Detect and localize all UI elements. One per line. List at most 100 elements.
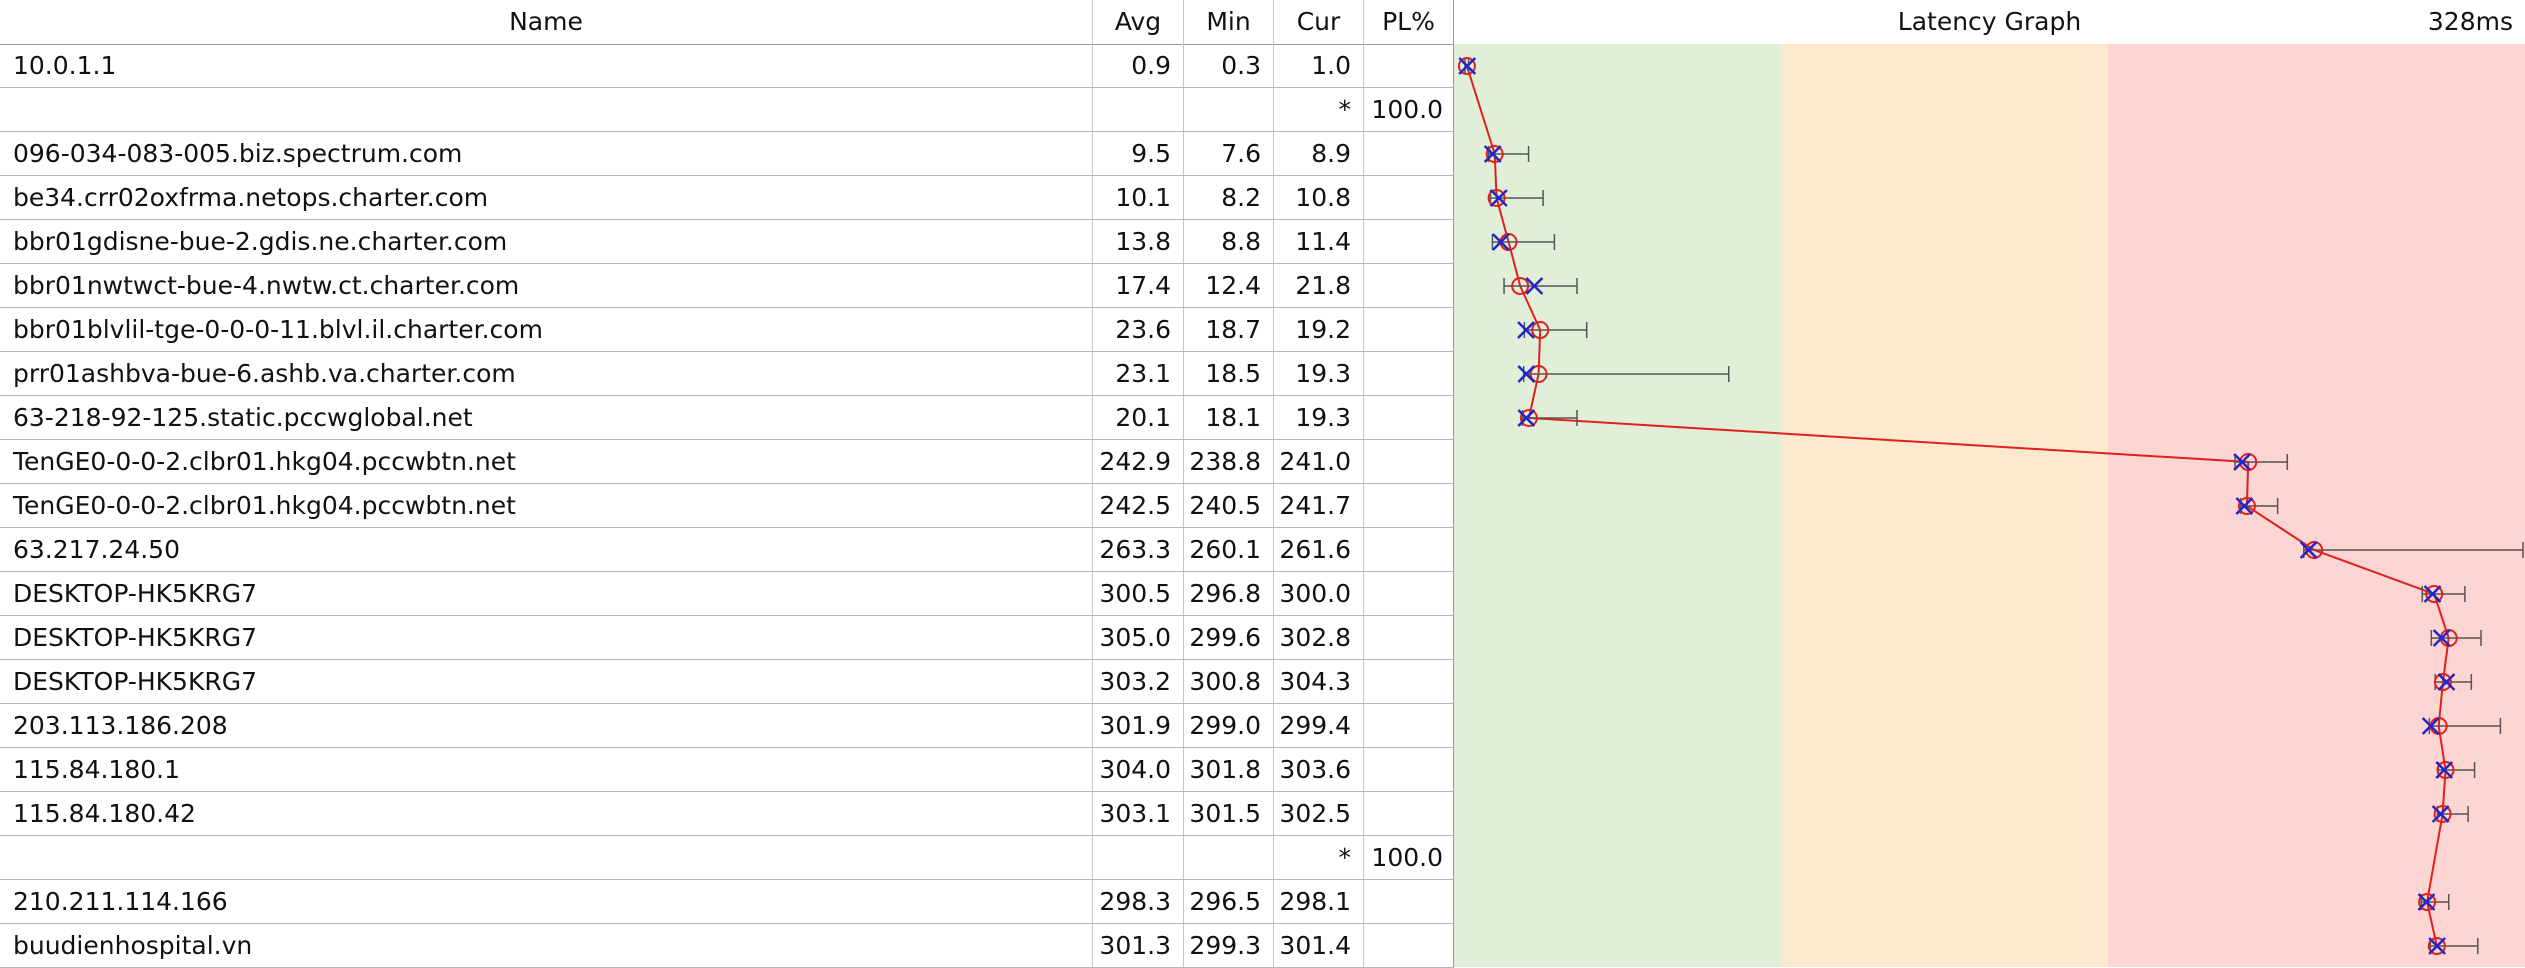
avg-latency-point xyxy=(2433,673,2452,691)
hop-cur: 241.7 xyxy=(1274,484,1364,527)
hop-min: 8.2 xyxy=(1184,176,1274,219)
table-row[interactable]: bbr01nwtwct-bue-4.nwtw.ct.charter.com 17.… xyxy=(0,264,1454,308)
avg-latency-point xyxy=(2418,893,2437,911)
hop-min: 18.7 xyxy=(1184,308,1274,351)
table-row[interactable]: 10.0.1.1 0.9 0.3 1.0 xyxy=(0,44,1454,88)
column-header-cur[interactable]: Cur xyxy=(1274,0,1364,44)
avg-latency-point xyxy=(2425,585,2444,603)
current-latency-point xyxy=(1525,277,1544,295)
hop-min: 301.5 xyxy=(1184,792,1274,835)
table-row[interactable]: 115.84.180.1 304.0 301.8 303.6 xyxy=(0,748,1454,792)
hop-cur: 302.5 xyxy=(1274,792,1364,835)
graph-zone-warn xyxy=(1781,44,2108,967)
current-latency-point xyxy=(1491,233,1510,251)
table-row[interactable]: 210.211.114.166 298.3 296.5 298.1 xyxy=(0,880,1454,924)
hop-cur: 11.4 xyxy=(1274,220,1364,263)
latency-graph xyxy=(1454,44,2525,967)
hop-avg: 13.8 xyxy=(1093,220,1184,263)
hop-avg: 263.3 xyxy=(1093,528,1184,571)
hop-cur: 241.0 xyxy=(1274,440,1364,483)
current-latency-point xyxy=(2428,937,2447,955)
table-row[interactable]: bbr01gdisne-bue-2.gdis.ne.charter.com 13.… xyxy=(0,220,1454,264)
hop-min: 299.3 xyxy=(1184,924,1274,967)
hop-cur: 1.0 xyxy=(1274,44,1364,87)
hop-min xyxy=(1184,88,1274,131)
current-latency-point xyxy=(1517,409,1536,427)
column-header-avg[interactable]: Avg xyxy=(1093,0,1184,44)
table-row[interactable]: prr01ashbva-bue-6.ashb.va.charter.com 23.… xyxy=(0,352,1454,396)
avg-latency-point xyxy=(1511,277,1530,295)
table-row[interactable]: 115.84.180.42 303.1 301.5 302.5 xyxy=(0,792,1454,836)
hop-min: 299.6 xyxy=(1184,616,1274,659)
hop-name: bbr01gdisne-bue-2.gdis.ne.charter.com xyxy=(0,220,1093,263)
hop-name: 63-218-92-125.static.pccwglobal.net xyxy=(0,396,1093,439)
current-latency-point xyxy=(1489,189,1508,207)
hop-loss xyxy=(1364,660,1454,703)
table-row[interactable]: 203.113.186.208 301.9 299.0 299.4 xyxy=(0,704,1454,748)
hop-cur: 303.6 xyxy=(1274,748,1364,791)
avg-latency-point xyxy=(2239,453,2258,471)
column-header-pl[interactable]: PL% xyxy=(1364,0,1454,44)
hop-cur: 21.8 xyxy=(1274,264,1364,307)
table-row[interactable]: 63-218-92-125.static.pccwglobal.net 20.1 1… xyxy=(0,396,1454,440)
column-header-min[interactable]: Min xyxy=(1184,0,1274,44)
graph-zone-bad xyxy=(2108,44,2525,967)
hop-min: 301.8 xyxy=(1184,748,1274,791)
avg-latency-point xyxy=(1485,145,1504,163)
graph-zone-good xyxy=(1454,44,1781,967)
column-header-name[interactable]: Name xyxy=(0,0,1093,44)
hop-cur: 10.8 xyxy=(1274,176,1364,219)
current-latency-point xyxy=(2233,453,2251,471)
current-latency-point xyxy=(2235,497,2254,515)
hop-avg: 305.0 xyxy=(1093,616,1184,659)
table-row[interactable]: 096-034-083-005.biz.spectrum.com 9.5 7.6 8.… xyxy=(0,132,1454,176)
hop-avg: 298.3 xyxy=(1093,880,1184,923)
table-row[interactable]: TenGE0-0-0-2.clbr01.hkg04.pccwbtn.net 242… xyxy=(0,440,1454,484)
hop-name: DESKTOP-HK5KRG7 xyxy=(0,616,1093,659)
current-latency-point xyxy=(2435,761,2454,779)
hop-name: be34.crr02oxfrma.netops.charter.com xyxy=(0,176,1093,219)
table-row[interactable]: * 100.0 xyxy=(0,836,1454,880)
hop-avg: 0.9 xyxy=(1093,44,1184,87)
table-row[interactable]: DESKTOP-HK5KRG7 303.2 300.8 304.3 xyxy=(0,660,1454,704)
hop-cur: 8.9 xyxy=(1274,132,1364,175)
table-row[interactable]: DESKTOP-HK5KRG7 305.0 299.6 302.8 xyxy=(0,616,1454,660)
hop-loss xyxy=(1364,924,1454,967)
hop-name: bbr01blvlil-tge-0-0-0-11.blvl.il.charter… xyxy=(0,308,1093,351)
hop-name: prr01ashbva-bue-6.ashb.va.charter.com xyxy=(0,352,1093,395)
table-row[interactable]: * 100.0 xyxy=(0,88,1454,132)
hop-loss xyxy=(1364,44,1454,87)
table-row[interactable]: 63.217.24.50 263.3 260.1 261.6 xyxy=(0,528,1454,572)
avg-latency-point xyxy=(1519,409,1538,427)
current-latency-point xyxy=(2299,541,2318,559)
hop-name: 210.211.114.166 xyxy=(0,880,1093,923)
hop-cur: 304.3 xyxy=(1274,660,1364,703)
column-header-latency-graph[interactable]: Latency Graph xyxy=(1897,7,2082,36)
hop-loss xyxy=(1364,440,1454,483)
table-row[interactable]: TenGE0-0-0-2.clbr01.hkg04.pccwbtn.net 242… xyxy=(0,484,1454,528)
table-row[interactable]: bbr01blvlil-tge-0-0-0-11.blvl.il.charter… xyxy=(0,308,1454,352)
current-latency-point xyxy=(1483,145,1502,163)
current-latency-point xyxy=(1517,321,1535,339)
current-latency-point xyxy=(2423,585,2442,603)
current-latency-point xyxy=(2417,893,2436,911)
avg-latency-point xyxy=(2436,761,2455,779)
hop-avg xyxy=(1093,88,1184,131)
hop-loss xyxy=(1364,572,1454,615)
hop-loss xyxy=(1364,352,1454,395)
hop-name: buudienhospital.vn xyxy=(0,924,1093,967)
hop-min: 299.0 xyxy=(1184,704,1274,747)
hop-cur: * xyxy=(1274,88,1364,131)
hop-loss xyxy=(1364,616,1454,659)
hop-name: DESKTOP-HK5KRG7 xyxy=(0,572,1093,615)
table-row[interactable]: be34.crr02oxfrma.netops.charter.com 10.1 8… xyxy=(0,176,1454,220)
column-header-bar: Name Avg Min Cur PL% Latency Graph 328ms xyxy=(0,0,2525,45)
hop-min: 18.1 xyxy=(1184,396,1274,439)
table-row[interactable]: DESKTOP-HK5KRG7 300.5 296.8 300.0 xyxy=(0,572,1454,616)
current-latency-point xyxy=(2421,717,2440,735)
hop-loss xyxy=(1364,528,1454,571)
hop-min: 12.4 xyxy=(1184,264,1274,307)
hop-cur: 19.3 xyxy=(1274,396,1364,439)
hop-avg: 23.1 xyxy=(1093,352,1184,395)
table-row[interactable]: buudienhospital.vn 301.3 299.3 301.4 xyxy=(0,924,1454,968)
